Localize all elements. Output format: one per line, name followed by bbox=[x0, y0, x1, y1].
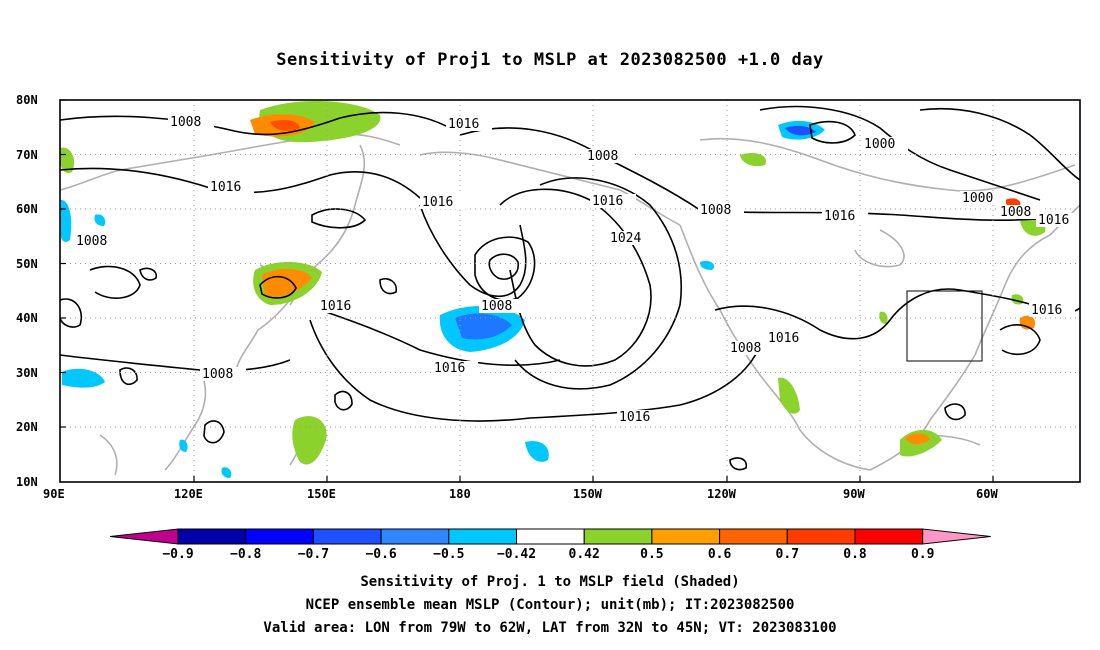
footer-line-3: Valid area: LON from 79W to 62W, LAT fro… bbox=[263, 620, 837, 636]
colorbar-tick-label: 0.7 bbox=[776, 547, 799, 562]
colorbar-swatch bbox=[380, 528, 450, 545]
shade-cyan bbox=[62, 368, 105, 388]
contour-label: 1024 bbox=[610, 231, 641, 246]
shade-cyan bbox=[221, 467, 232, 478]
colorbar-swatch bbox=[448, 528, 517, 545]
lon-label: 120E bbox=[174, 487, 203, 501]
grid-lines bbox=[60, 100, 1080, 482]
contour-label: 1008 bbox=[700, 203, 731, 218]
contour-label: 1016 bbox=[768, 331, 799, 346]
colorbar-tick-label: −0.6 bbox=[365, 547, 396, 562]
lon-label: 150E bbox=[307, 487, 336, 501]
contour-label: 1016 bbox=[434, 361, 465, 376]
colorbar-tick-label: 0.5 bbox=[640, 547, 663, 562]
lat-label: 10N bbox=[16, 475, 38, 489]
contour-label: 1008 bbox=[202, 367, 233, 382]
contour-label: 1016 bbox=[448, 117, 479, 132]
colorbar-swatch bbox=[854, 528, 924, 545]
shade-green bbox=[778, 377, 800, 414]
lat-label: 50N bbox=[16, 257, 38, 271]
sensitivity-shading bbox=[60, 100, 1046, 478]
colorbar-swatch bbox=[651, 528, 721, 545]
lat-label: 40N bbox=[16, 311, 38, 325]
contour-label: 1016 bbox=[320, 299, 351, 314]
contour-label: 1008 bbox=[730, 341, 761, 356]
contour-label: 1016 bbox=[824, 209, 855, 224]
contour-label: 1008 bbox=[170, 115, 201, 130]
lat-label: 60N bbox=[16, 202, 38, 216]
contour-label: 1016 bbox=[1038, 213, 1069, 228]
colorbar-swatch bbox=[245, 528, 314, 545]
colorbar-arrow-right bbox=[922, 528, 991, 545]
lon-label: 90E bbox=[43, 487, 65, 501]
contour-label: 1016 bbox=[592, 194, 623, 209]
latitude-labels: 80N 70N 60N 50N 40N 30N 20N 10N bbox=[16, 93, 38, 489]
shade-red bbox=[1005, 198, 1021, 207]
colorbar-swatch bbox=[177, 528, 247, 545]
shade-blue bbox=[785, 125, 816, 136]
footer-line-1: Sensitivity of Proj. 1 to MSLP field (Sh… bbox=[360, 574, 740, 590]
shade-red bbox=[270, 120, 300, 131]
tick-marks bbox=[60, 99, 994, 482]
contour-labels: 1008 1016 1008 1016 1008 1016 1024 1008 … bbox=[74, 115, 1082, 425]
lon-label: 150W bbox=[573, 487, 603, 501]
colorbar-swatch bbox=[516, 528, 585, 545]
colorbar: −0.9 −0.8 −0.7 −0.6 −0.5 −0.42 0.42 0.5 0.6 0.7 0.… bbox=[109, 528, 991, 562]
colorbar-tick-label: −0.5 bbox=[433, 547, 464, 562]
valid-area-box bbox=[906, 290, 983, 362]
shade-orange bbox=[905, 433, 930, 445]
shade-cyan bbox=[525, 440, 549, 462]
colorbar-swatch bbox=[583, 528, 653, 545]
lon-label: 90W bbox=[843, 487, 865, 501]
contour-label: 1016 bbox=[210, 180, 241, 195]
colorbar-swatch bbox=[719, 528, 788, 545]
contour-label: 1008 bbox=[76, 234, 107, 249]
shade-green bbox=[879, 311, 888, 324]
colorbar-tick-label: −0.7 bbox=[298, 547, 329, 562]
lat-label: 80N bbox=[16, 93, 38, 107]
lat-label: 30N bbox=[16, 366, 38, 380]
page-title: Sensitivity of Proj1 to MSLP at 20230825… bbox=[276, 50, 824, 70]
contour-label: 1016 bbox=[422, 195, 453, 210]
longitude-labels: 90E 120E 150E 180 150W 120W 90W 60W bbox=[43, 487, 998, 501]
colorbar-swatch bbox=[786, 528, 856, 545]
contour-label: 1000 bbox=[864, 137, 895, 152]
lat-label: 70N bbox=[16, 148, 38, 162]
colorbar-tick-label: −0.42 bbox=[497, 547, 536, 562]
colorbar-tick-label: 0.42 bbox=[569, 547, 600, 562]
lon-label: 120W bbox=[707, 487, 737, 501]
contour-label: 1000 bbox=[962, 191, 993, 206]
contour-label: 1016 bbox=[1031, 303, 1062, 318]
shade-green bbox=[740, 153, 766, 167]
contour-label: 1008 bbox=[587, 149, 618, 164]
lat-label: 20N bbox=[16, 420, 38, 434]
contour-label: 1016 bbox=[619, 410, 650, 425]
mslp-contours bbox=[59, 105, 1081, 471]
colorbar-swatch bbox=[312, 528, 382, 545]
colorbar-arrow-left bbox=[109, 528, 179, 545]
colorbar-tick-label: −0.9 bbox=[162, 547, 193, 562]
shade-orange bbox=[262, 268, 312, 298]
shade-blue bbox=[455, 313, 512, 340]
shade-cyan bbox=[179, 439, 188, 452]
colorbar-tick-label: 0.9 bbox=[911, 547, 934, 562]
map-frame bbox=[59, 99, 1081, 483]
colorbar-tick-label: 0.8 bbox=[843, 547, 867, 562]
colorbar-tick-label: −0.8 bbox=[230, 547, 261, 562]
shade-green bbox=[292, 416, 327, 465]
lon-label: 60W bbox=[976, 487, 998, 501]
shade-cyan bbox=[60, 199, 72, 242]
contour-label: 1008 bbox=[481, 299, 512, 314]
lon-label: 180 bbox=[449, 487, 471, 501]
shade-cyan bbox=[94, 214, 106, 226]
contour-label: 1008 bbox=[1000, 205, 1031, 220]
colorbar-tick-label: 0.6 bbox=[708, 547, 732, 562]
footer-line-2: NCEP ensemble mean MSLP (Contour); unit(… bbox=[305, 597, 795, 613]
